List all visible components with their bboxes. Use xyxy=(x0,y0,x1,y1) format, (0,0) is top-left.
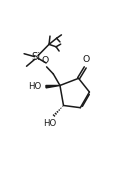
Text: HO: HO xyxy=(29,82,42,91)
Polygon shape xyxy=(46,85,60,88)
Text: HO: HO xyxy=(44,119,57,129)
Text: O: O xyxy=(82,55,89,64)
Text: Si: Si xyxy=(32,52,41,62)
Text: O: O xyxy=(41,56,49,65)
